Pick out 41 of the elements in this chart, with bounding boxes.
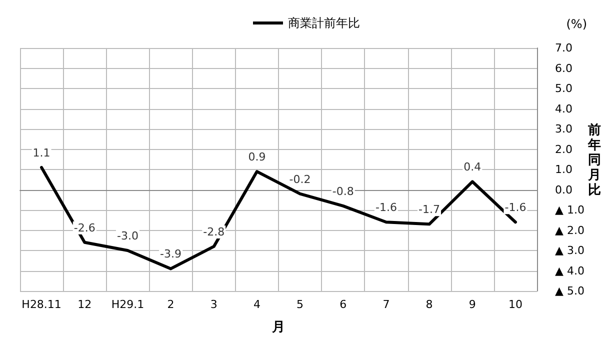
y-tick-label: ▲ 5.0 bbox=[555, 284, 584, 298]
x-tick-label: H29.1 bbox=[111, 298, 144, 311]
y-tick-label: 5.0 bbox=[555, 82, 572, 95]
x-tick-label: 2 bbox=[167, 298, 174, 311]
y-tick-label: 3.0 bbox=[555, 122, 572, 136]
y-tick-label: 0.0 bbox=[555, 183, 572, 196]
x-tick-label: 12 bbox=[78, 298, 92, 311]
y-tick-label: 4.0 bbox=[555, 102, 572, 116]
x-tick-label: H28.11 bbox=[22, 298, 62, 311]
y-tick-label: ▲ 3.0 bbox=[555, 244, 584, 257]
data-label: -3.0 bbox=[116, 230, 138, 242]
data-label: -2.8 bbox=[203, 225, 225, 238]
data-label: 1.1 bbox=[32, 146, 50, 160]
data-label: 0.9 bbox=[248, 150, 266, 164]
x-tick-label: 9 bbox=[468, 298, 476, 311]
x-tick-label: 3 bbox=[210, 298, 218, 311]
data-label: -1.6 bbox=[504, 201, 526, 214]
x-tick-label: 10 bbox=[508, 298, 522, 311]
y-tick-label: 7.0 bbox=[555, 42, 572, 54]
data-label: -1.7 bbox=[418, 203, 440, 216]
y-tick-label: 1.0 bbox=[555, 163, 572, 176]
y-tick-label: 2.0 bbox=[555, 142, 572, 156]
x-tick-label: 4 bbox=[253, 298, 260, 311]
y-tick-label: ▲ 2.0 bbox=[555, 224, 584, 237]
y-tick-label: ▲ 4.0 bbox=[555, 264, 584, 278]
data-label: -2.6 bbox=[74, 221, 96, 234]
legend-label: 商業計前年比 bbox=[288, 16, 360, 30]
data-label: -3.9 bbox=[160, 248, 182, 261]
x-tick-label: 6 bbox=[340, 298, 347, 311]
x-tick-label: 5 bbox=[296, 298, 304, 311]
y-axis-title: 前年同月比 bbox=[587, 123, 601, 198]
data-label: -0.2 bbox=[289, 172, 311, 186]
x-axis-title: 月 bbox=[271, 320, 285, 335]
y-tick-label: ▲ 1.0 bbox=[555, 204, 584, 216]
x-tick-label: 8 bbox=[426, 298, 433, 311]
y-tick-label: 6.0 bbox=[555, 62, 572, 75]
data-label: 0.4 bbox=[464, 160, 482, 174]
data-label: -1.6 bbox=[375, 201, 397, 214]
x-tick-label: 7 bbox=[382, 298, 390, 311]
data-label: -0.8 bbox=[332, 184, 354, 198]
text: (%) bbox=[566, 17, 587, 31]
